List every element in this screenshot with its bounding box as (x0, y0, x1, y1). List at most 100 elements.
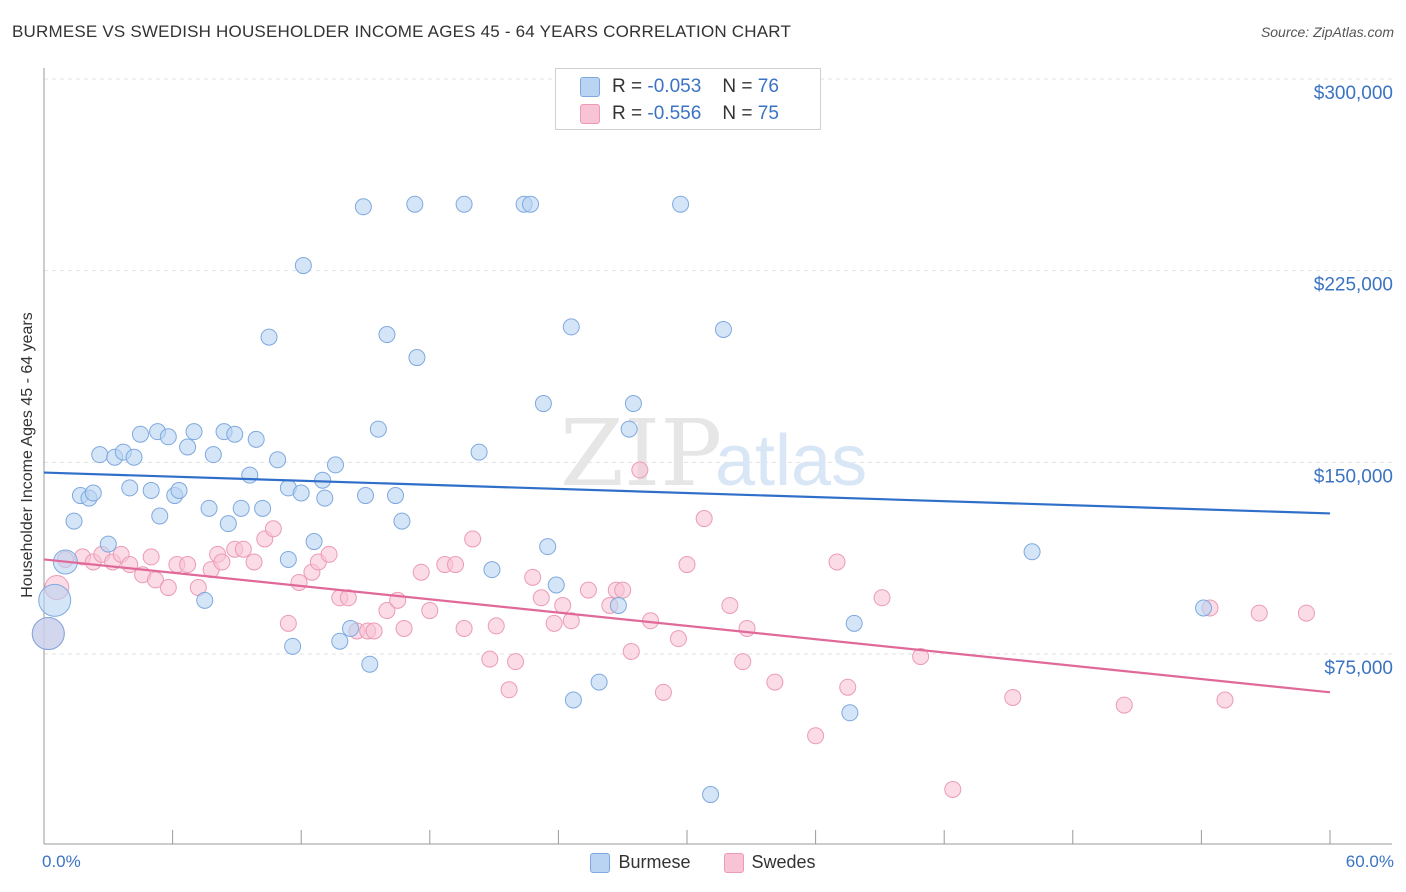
stats-row-swedes: R = -0.556 N = 75 (580, 102, 779, 126)
burmese-point (562, 318, 580, 336)
burmese-point (564, 691, 582, 709)
swedes-point (654, 683, 672, 701)
burmese-point (624, 395, 642, 413)
y-tick-label: $225,000 (1314, 275, 1393, 296)
trend-lines (43, 471, 1331, 694)
burmese-n-label: N = (722, 76, 753, 97)
stats-row-burmese: R = -0.053 N = 76 (580, 75, 779, 99)
y-tick-label: $75,000 (1324, 658, 1393, 679)
burmese-point (121, 479, 139, 497)
swedes-point (622, 642, 640, 660)
burmese-point (305, 533, 323, 551)
burmese-point (672, 195, 690, 213)
burmese-point (179, 438, 197, 456)
swedes-point (245, 553, 263, 571)
swedes-point (554, 596, 572, 614)
swedes-point (545, 614, 563, 632)
burmese-point (279, 550, 297, 568)
burmese-r-value: -0.053 (647, 76, 702, 97)
swedes-point (421, 602, 439, 620)
swedes-point (264, 520, 282, 538)
swedes-point (481, 650, 499, 668)
burmese-point (357, 487, 374, 505)
swedes-point (378, 602, 396, 620)
swedes-point (1115, 696, 1133, 714)
swedes-point (524, 568, 542, 586)
burmese-point (369, 420, 387, 438)
y-tick-label: $150,000 (1314, 466, 1393, 487)
burmese-point (185, 423, 203, 441)
swedes-point (500, 681, 518, 699)
swedes-trend-line (43, 558, 1331, 694)
burmese-point (539, 538, 557, 556)
stats-legend: R = -0.053 N = 76 R = -0.556 N = 75 (555, 68, 821, 130)
legend-item-swedes[interactable]: Swedes (723, 852, 816, 873)
swedes-point (695, 510, 713, 528)
burmese-point (131, 425, 149, 443)
burmese-point (522, 195, 540, 213)
burmese-point (99, 535, 117, 553)
burmese-n-value: 76 (757, 76, 779, 97)
x-axis-max-label: 60.0% (1345, 852, 1394, 871)
swedes-swatch (580, 104, 600, 124)
burmese-point (326, 456, 344, 474)
swedes-n-value: 75 (757, 103, 779, 124)
burmese-point (620, 420, 638, 438)
swedes-point (464, 530, 482, 548)
burmese-point (1023, 543, 1041, 561)
swedes-point (734, 653, 752, 671)
burmese-point (292, 484, 310, 502)
legend-swatch-swedes (723, 852, 744, 873)
swedes-point (279, 614, 297, 632)
burmese-point (714, 320, 732, 338)
burmese-point (841, 704, 859, 722)
swedes-point (487, 617, 505, 635)
burmese-point (1195, 599, 1213, 617)
swedes-point (873, 589, 891, 607)
burmese-point (151, 507, 169, 525)
burmese-point (361, 655, 379, 673)
burmese-point (65, 512, 83, 530)
swedes-point (365, 622, 383, 640)
swedes-point (579, 581, 597, 599)
y-tick-labels: $75,000 $150,000 $225,000 $300,000 (1314, 83, 1393, 679)
burmese-point (702, 786, 720, 804)
swedes-r-label: R = (612, 103, 643, 124)
swedes-point (1297, 604, 1315, 622)
burmese-point (254, 499, 272, 517)
legend-swatch-burmese (590, 852, 611, 873)
burmese-point (378, 326, 396, 344)
burmese-point (269, 451, 287, 469)
burmese-point (125, 448, 143, 466)
burmese-point (142, 481, 160, 499)
burmese-point (232, 499, 250, 517)
legend-label-burmese: Burmese (618, 852, 691, 872)
burmese-point (316, 489, 334, 507)
swedes-point (159, 579, 177, 597)
swedes-point (631, 461, 649, 479)
swedes-point (507, 653, 525, 671)
burmese-point (200, 499, 218, 517)
legend-item-burmese[interactable]: Burmese (590, 852, 690, 873)
burmese-point (226, 425, 244, 443)
burmese-point (247, 430, 265, 448)
burmese-point (547, 576, 565, 594)
watermark-atlas: atlas (715, 421, 867, 501)
swedes-point (839, 678, 857, 696)
burmese-r-label: R = (612, 76, 643, 97)
swedes-points (31, 461, 1315, 798)
burmese-point (38, 583, 72, 617)
swedes-point (766, 673, 784, 691)
burmese-point (455, 195, 473, 213)
swedes-point (807, 727, 825, 745)
burmese-point (204, 446, 222, 464)
burmese-point (483, 561, 501, 579)
swedes-point (395, 619, 413, 637)
burmese-point (393, 512, 411, 530)
burmese-point (260, 328, 278, 346)
swedes-point (234, 540, 252, 558)
swedes-point (455, 619, 473, 637)
burmese-point (159, 428, 177, 446)
source-credit: Source: ZipAtlas.com (1260, 24, 1394, 40)
